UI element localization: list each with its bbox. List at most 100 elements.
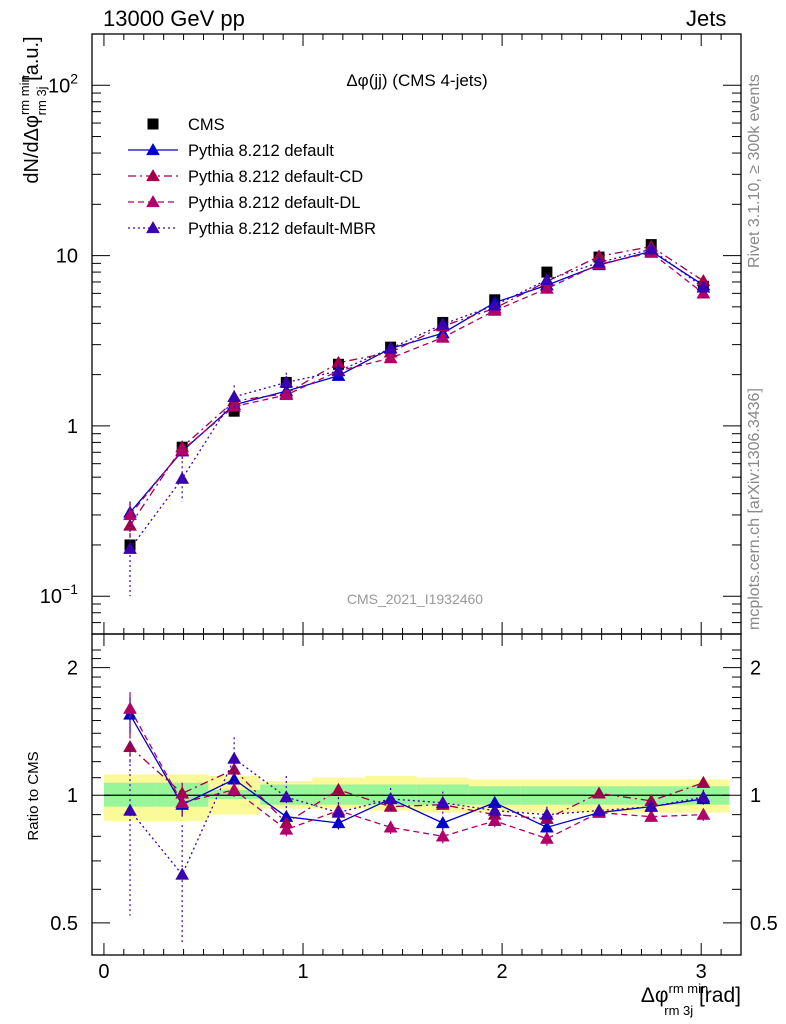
- ratio-point: [539, 831, 554, 844]
- ratio-series-line: [129, 757, 704, 876]
- legend-label: Pythia 8.212 default: [188, 142, 334, 160]
- legend-label: CMS: [188, 116, 225, 134]
- y-label-main: dN/dΔφ: [21, 115, 43, 184]
- ratio-point: [279, 822, 294, 835]
- ratio-point: [435, 816, 450, 829]
- legend-cms-marker: [147, 118, 159, 130]
- ratio-point: [383, 791, 398, 805]
- ratio-y-tick-label-left: 1: [67, 785, 78, 807]
- ratio-point: [227, 782, 242, 795]
- legend-marker: [146, 142, 160, 156]
- ratio-point: [592, 786, 606, 799]
- ratio-point: [227, 751, 242, 764]
- main-point: [435, 330, 450, 343]
- y-tick-exponent: 2: [70, 70, 78, 86]
- ratio-point: [696, 790, 711, 803]
- main-point: [279, 387, 294, 401]
- y-label-unit: [a.u.]: [21, 36, 43, 86]
- x-tick-label: 3: [696, 961, 707, 983]
- ratio-point: [435, 795, 450, 808]
- main-point: [383, 341, 398, 354]
- x-label-unit: [rad]: [693, 984, 741, 1007]
- main-point: [592, 255, 606, 268]
- ratio-point: [644, 809, 659, 822]
- y-tick-label: 1: [67, 416, 78, 438]
- ratio-y-ticks: 0.5 0.5 1 1 2 2: [50, 649, 778, 935]
- main-series-group: [123, 239, 711, 597]
- ratio-series-line: [129, 714, 704, 829]
- main-series-1: [123, 244, 711, 526]
- main-point: [279, 375, 294, 388]
- ratio-y-tick-label-right: 0.5: [750, 913, 778, 935]
- ratio-point: [592, 803, 606, 816]
- main-point: [383, 351, 398, 364]
- main-point: [487, 298, 502, 311]
- ratio-point: [331, 805, 346, 818]
- legend-entry: Pythia 8.212 default: [128, 142, 334, 160]
- ratio-point: [123, 701, 137, 714]
- main-point: [435, 317, 450, 330]
- main-point: [227, 389, 242, 403]
- main-series-3: [123, 245, 711, 529]
- x-label-main: Δφ: [641, 984, 669, 1007]
- ratio-point: [279, 790, 294, 803]
- main-series-2: [123, 239, 711, 538]
- x-ticks: 0 1 2 3: [98, 34, 722, 983]
- x-tick-label: 1: [297, 961, 308, 983]
- y-tick-base: 10: [40, 586, 62, 608]
- main-series-4: [123, 242, 711, 597]
- ratio-point: [644, 799, 659, 812]
- main-point: [123, 507, 137, 521]
- chart-title: Δφ(jj) (CMS 4-jets): [346, 71, 487, 90]
- x-axis-label: Δφrm min rm 3j [rad]: [641, 981, 741, 1018]
- y-label-sub: rm 3j: [34, 86, 49, 115]
- ratio-y-tick-label-left: 2: [67, 658, 78, 680]
- y-tick-base: 10: [48, 75, 70, 97]
- ratio-point: [175, 867, 190, 880]
- y-label-sup: rm min: [17, 75, 32, 115]
- ratio-point: [696, 775, 711, 788]
- legend-marker: [146, 194, 160, 208]
- ratio-point: [435, 829, 450, 842]
- main-point: [644, 242, 659, 255]
- rivet-label: Rivet 3.1.10, ≥ 300k events: [746, 74, 763, 268]
- y-tick-base: 10: [56, 246, 78, 268]
- analysis-watermark: CMS_2021_I1932460: [347, 591, 483, 607]
- legend-marker: [146, 220, 160, 234]
- ratio-point: [487, 803, 502, 816]
- y-tick-label: 10: [56, 246, 78, 268]
- main-y-axis-label: dN/dΔφrm min rm 3j [a.u.]: [17, 36, 49, 183]
- main-point: [539, 281, 554, 294]
- main-point: [123, 541, 137, 554]
- ratio-point: [331, 782, 346, 795]
- y-tick-exponent: −1: [62, 581, 78, 597]
- legend-label: Pythia 8.212 default-DL: [188, 194, 360, 212]
- ratio-y-tick-label-left: 0.5: [50, 913, 78, 935]
- legend-entry: Pythia 8.212 default-CD: [128, 168, 363, 186]
- main-point: [539, 272, 554, 286]
- source-label: mcplots.cern.ch [arXiv:1306.3436]: [746, 388, 763, 630]
- x-tick-label: 2: [497, 961, 508, 983]
- ratio-point: [175, 795, 190, 808]
- process-label: Jets: [686, 6, 727, 31]
- x-label-sup: rm min: [669, 981, 709, 996]
- ratio-point: [539, 807, 554, 820]
- legend: CMS Pythia 8.212 default Pythia 8.212 defa…: [128, 116, 376, 238]
- legend-entry: Pythia 8.212 default-DL: [128, 194, 360, 212]
- ratio-point: [487, 813, 502, 827]
- legend-entry: CMS: [147, 116, 225, 134]
- x-label-sub: rm 3j: [664, 1003, 693, 1018]
- legend-label: Pythia 8.212 default-MBR: [188, 220, 376, 238]
- ratio-point: [383, 820, 398, 833]
- main-point: [175, 471, 190, 484]
- ratio-point: [383, 799, 398, 812]
- legend-marker: [146, 168, 160, 182]
- y-tick-label: 10−1: [40, 581, 78, 608]
- ratio-series-group: [123, 692, 711, 943]
- ratio-point: [123, 803, 137, 816]
- main-series-line: [129, 248, 704, 550]
- main-series-line: [129, 251, 704, 516]
- ratio-series-2: [123, 692, 711, 846]
